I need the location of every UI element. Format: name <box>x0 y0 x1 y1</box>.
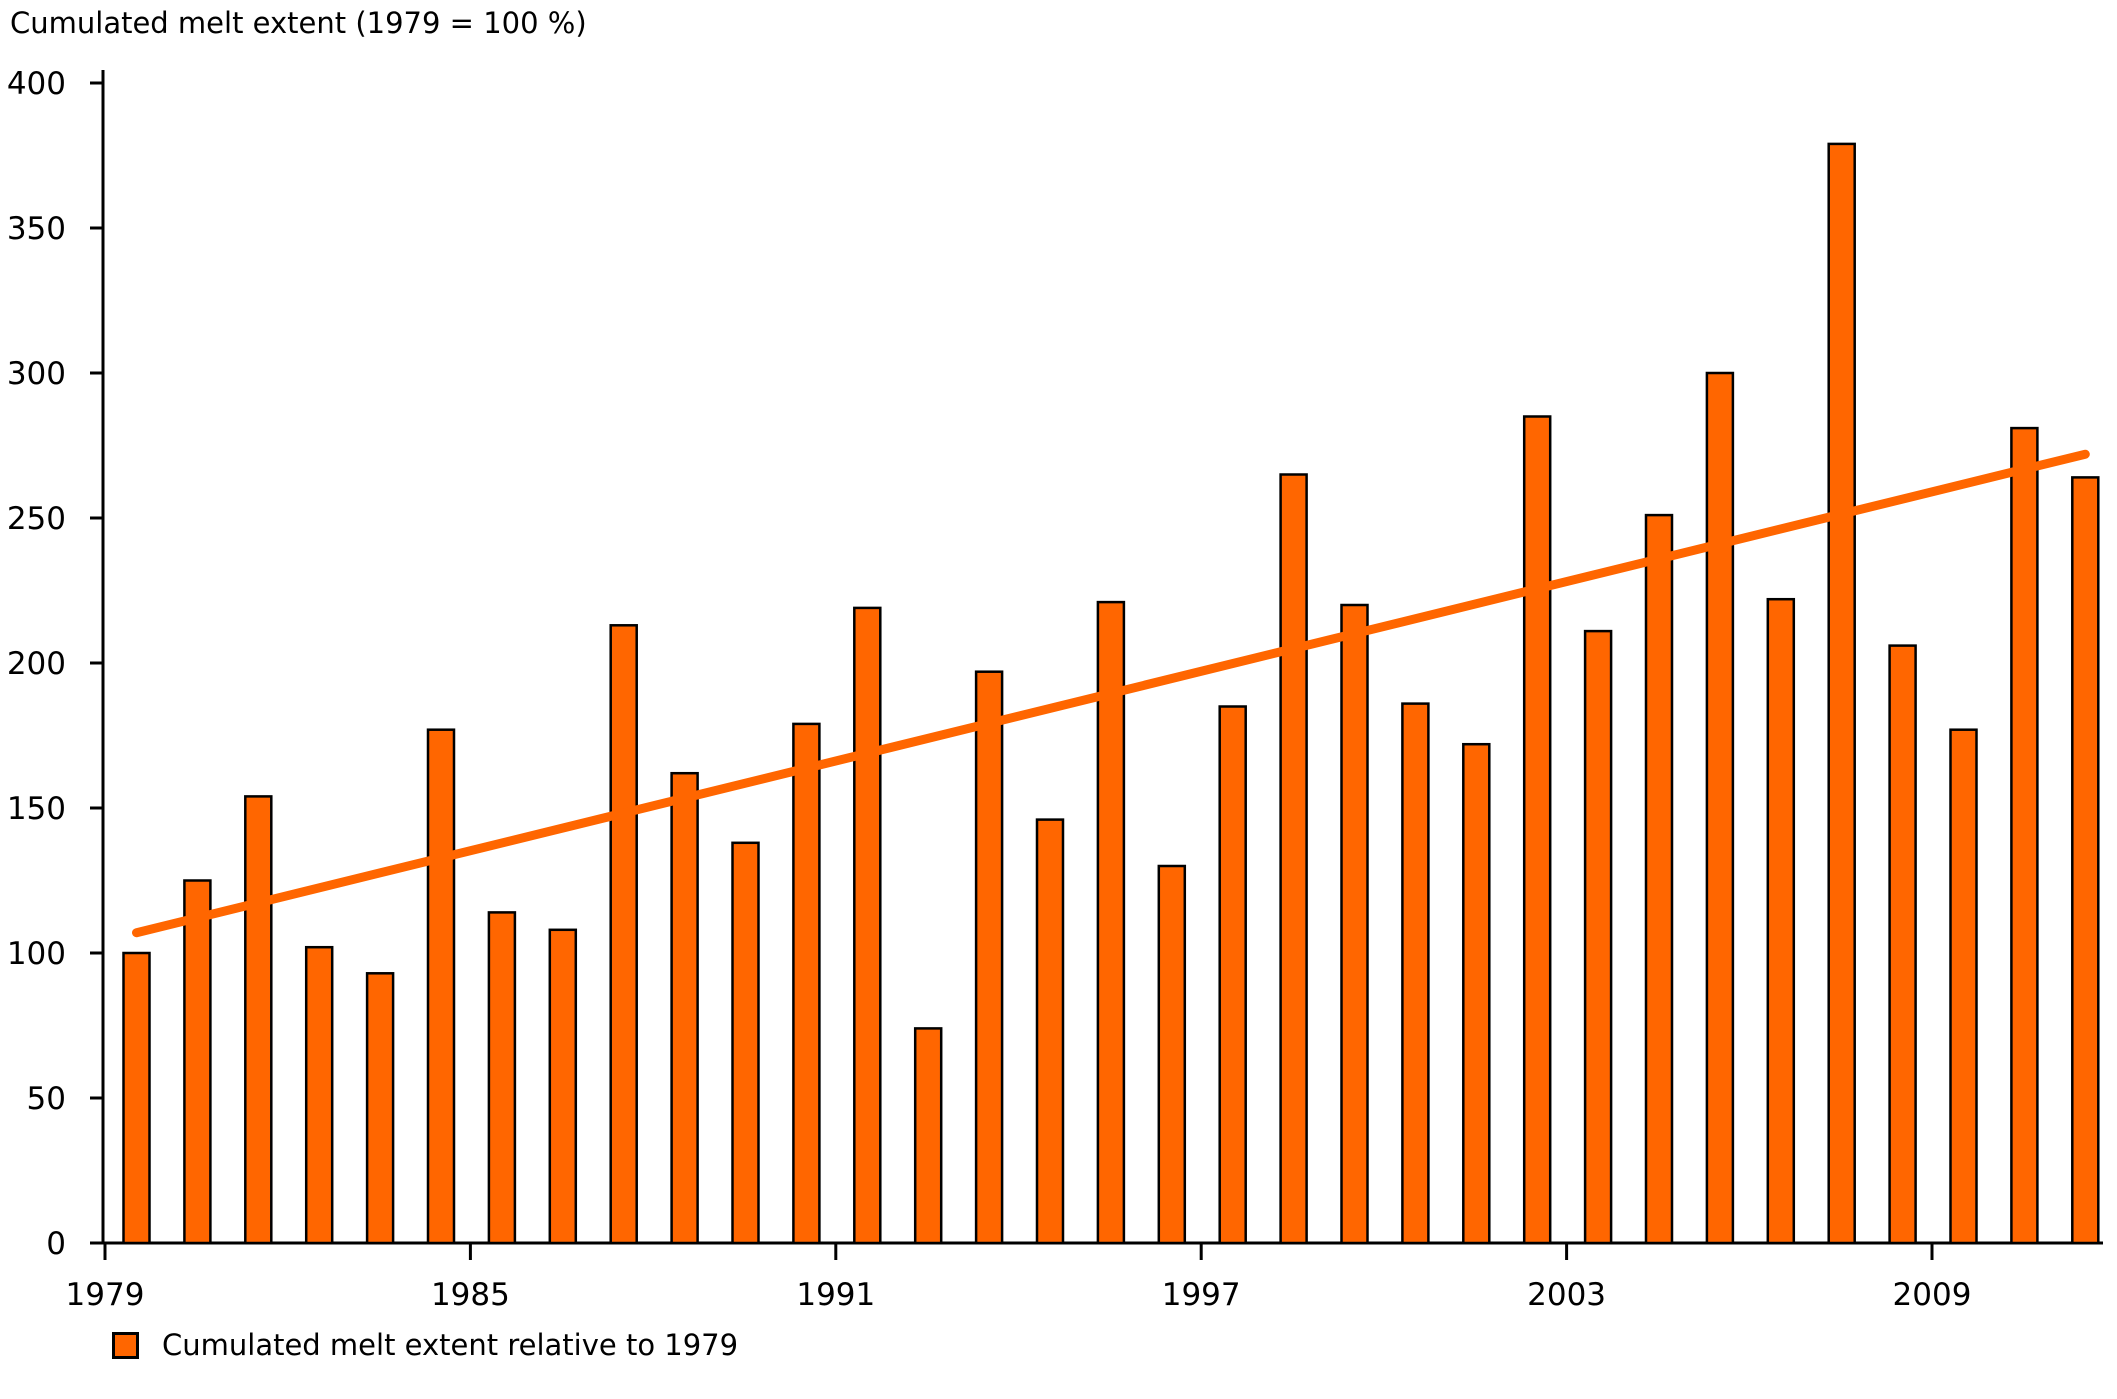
y-axis-tick-label: 400 <box>7 66 66 102</box>
bar-2009 <box>1949 728 1978 1245</box>
y-axis-tick-label: 150 <box>7 791 66 827</box>
bar-1994 <box>1035 818 1065 1245</box>
bar-2003 <box>1583 629 1613 1245</box>
y-axis-tick-label: 50 <box>27 1081 66 1117</box>
bar-1997 <box>1218 705 1247 1245</box>
bar-2000 <box>1401 702 1430 1245</box>
bar-1986 <box>548 928 578 1245</box>
x-axis-tick-label: 2009 <box>1893 1277 1972 1313</box>
x-axis-tick-label: 2003 <box>1527 1277 1606 1313</box>
legend-swatch-icon <box>112 1331 139 1359</box>
legend: Cumulated melt extent relative to 1979 <box>112 1328 738 1362</box>
bar-2002 <box>1522 415 1552 1245</box>
bar-1979 <box>122 951 151 1245</box>
bar-1989 <box>731 841 760 1245</box>
bar-1988 <box>670 771 699 1245</box>
bar-1984 <box>426 728 456 1245</box>
bar-2006 <box>1766 597 1796 1245</box>
bar-1998 <box>1279 473 1308 1245</box>
bar-1993 <box>974 670 1004 1245</box>
y-axis-tick-label: 350 <box>7 211 66 247</box>
trend-line <box>132 449 2090 938</box>
bar-1992 <box>913 1027 943 1245</box>
bar-2011 <box>2071 476 2100 1245</box>
y-axis-tick-label: 200 <box>7 646 66 682</box>
bar-1987 <box>609 624 638 1245</box>
bar-2004 <box>1644 513 1674 1245</box>
x-axis-tick-label: 1979 <box>66 1277 145 1313</box>
chart-title: Cumulated melt extent (1979 = 100 %) <box>10 6 587 40</box>
y-axis-tick-label: 100 <box>7 936 66 972</box>
bar-2005 <box>1705 371 1735 1245</box>
bar-1991 <box>853 606 882 1245</box>
y-axis-tick-label: 300 <box>7 356 66 392</box>
y-axis-tick-label: 250 <box>7 501 66 537</box>
bar-1985 <box>487 911 517 1245</box>
x-axis-tick-label: 1991 <box>796 1277 875 1313</box>
legend-label: Cumulated melt extent relative to 1979 <box>162 1328 739 1362</box>
y-axis-tick-label: 0 <box>46 1226 66 1262</box>
bar-2010 <box>2010 426 2039 1245</box>
bar-2008 <box>1888 644 1917 1245</box>
bar-1980 <box>183 879 212 1245</box>
bar-1999 <box>1340 603 1369 1245</box>
bar-1995 <box>1096 600 1126 1245</box>
x-axis-tick-label: 1985 <box>431 1277 510 1313</box>
bar-1982 <box>304 945 334 1245</box>
bar-2007 <box>1827 142 1856 1245</box>
bar-2001 <box>1462 742 1491 1245</box>
x-axis-tick-label: 1997 <box>1162 1277 1241 1313</box>
bar-1990 <box>792 722 821 1245</box>
bar-1981 <box>244 795 273 1245</box>
bar-1983 <box>365 972 395 1245</box>
bar-1996 <box>1157 864 1187 1245</box>
